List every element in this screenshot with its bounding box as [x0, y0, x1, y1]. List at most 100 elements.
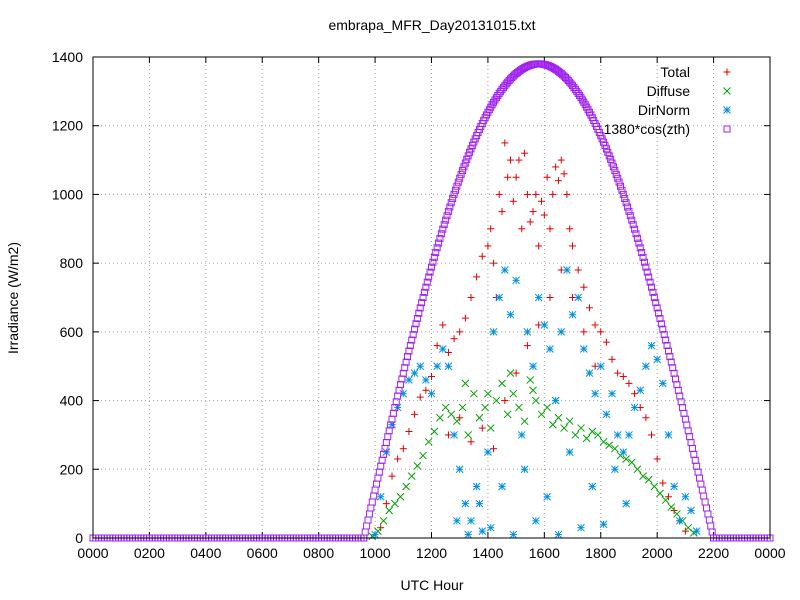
data-point — [456, 328, 464, 336]
legend-item: Diffuse — [647, 83, 731, 99]
data-point — [557, 328, 566, 336]
data-point — [478, 252, 486, 260]
data-point — [455, 465, 464, 474]
data-point — [605, 152, 613, 160]
data-point — [619, 448, 628, 456]
data-point — [498, 208, 506, 216]
data-point — [652, 299, 660, 307]
data-point — [467, 438, 475, 446]
data-point — [410, 369, 419, 377]
data-point — [639, 472, 647, 481]
data-point — [675, 516, 684, 525]
data-point — [611, 167, 619, 175]
data-point — [658, 379, 667, 388]
data-point — [498, 379, 506, 388]
data-point — [458, 403, 467, 412]
data-point — [469, 389, 478, 398]
data-point — [619, 190, 627, 198]
data-point — [463, 155, 471, 163]
data-point — [657, 320, 665, 328]
legend-marker — [723, 87, 731, 95]
data-point — [596, 362, 605, 371]
legend-marker — [723, 106, 731, 114]
data-point — [670, 482, 678, 491]
data-point — [402, 482, 410, 491]
data-point — [512, 276, 520, 285]
data-point — [443, 212, 451, 220]
data-point — [612, 170, 620, 178]
data-point — [388, 472, 396, 480]
data-point — [563, 266, 571, 274]
y-tick-label: 400 — [60, 393, 84, 409]
data-point — [546, 225, 554, 233]
data-point — [565, 417, 574, 426]
x-tick-label: 0400 — [190, 545, 221, 561]
data-point — [557, 156, 565, 164]
data-point — [540, 321, 549, 329]
data-point — [597, 328, 605, 336]
data-point — [613, 431, 622, 439]
data-point — [659, 325, 667, 333]
data-point — [585, 369, 594, 377]
y-tick-label: 0 — [75, 530, 83, 546]
data-point — [577, 523, 585, 532]
data-point — [629, 221, 637, 229]
data-point — [580, 283, 588, 291]
data-point — [394, 455, 402, 463]
data-point — [614, 369, 622, 377]
data-point — [523, 190, 531, 198]
data-point — [422, 376, 430, 384]
data-point — [639, 253, 647, 261]
data-point — [615, 178, 623, 186]
data-point — [594, 431, 602, 439]
data-point — [543, 403, 552, 412]
data-point — [526, 376, 535, 384]
data-point — [487, 225, 495, 233]
data-point — [429, 258, 437, 266]
data-point — [472, 482, 481, 491]
data-point — [622, 499, 630, 508]
data-point — [574, 293, 583, 302]
data-point — [543, 492, 552, 501]
data-point — [436, 234, 444, 242]
data-point — [444, 362, 453, 371]
data-point — [673, 510, 681, 518]
data-point — [546, 294, 554, 301]
data-point — [432, 249, 440, 257]
data-point — [660, 331, 668, 339]
data-point — [461, 314, 469, 322]
data-point — [456, 174, 464, 182]
legend-label: Total — [660, 64, 690, 80]
data-point — [459, 167, 467, 175]
data-point — [535, 242, 543, 250]
legend-label: DirNorm — [638, 102, 690, 118]
data-point — [424, 437, 433, 446]
data-point — [457, 170, 465, 178]
data-point — [464, 431, 473, 439]
data-point — [611, 444, 619, 453]
data-point — [436, 413, 444, 422]
data-point — [626, 212, 634, 220]
data-point — [608, 389, 616, 398]
data-point — [419, 451, 427, 460]
data-point — [376, 492, 385, 501]
plot-frame — [92, 56, 771, 539]
data-point — [656, 314, 664, 322]
data-point — [464, 530, 473, 539]
series-0 — [377, 139, 689, 535]
data-point — [451, 186, 459, 194]
data-point — [489, 328, 498, 336]
data-point — [411, 325, 419, 333]
y-tick-label: 1200 — [52, 118, 83, 134]
data-point — [563, 190, 571, 198]
data-point — [439, 225, 447, 233]
data-point — [486, 523, 495, 532]
data-point — [405, 427, 413, 435]
data-point — [379, 516, 388, 525]
data-point — [616, 182, 624, 190]
data-point — [574, 266, 582, 274]
data-point — [633, 234, 641, 242]
data-point — [515, 156, 523, 164]
data-point — [548, 420, 557, 429]
